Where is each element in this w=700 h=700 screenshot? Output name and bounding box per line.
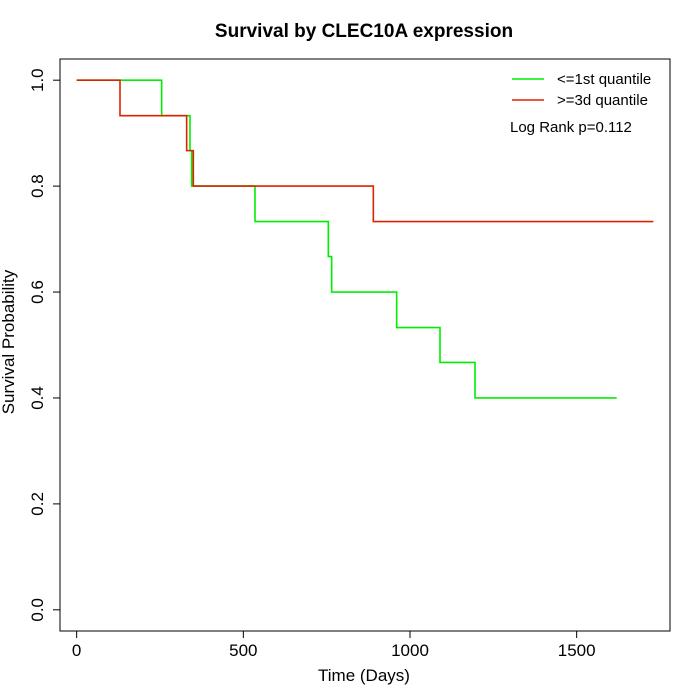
plot-frame: [59, 58, 671, 632]
x-axis-label: Time (Days): [318, 666, 410, 685]
y-tick-label: 1.0: [28, 68, 47, 92]
log-rank-annotation: Log Rank p=0.112: [510, 119, 632, 136]
y-tick-label: 0.0: [28, 598, 47, 622]
legend-label: >=3d quantile: [557, 92, 648, 109]
y-tick-label: 0.4: [28, 386, 47, 410]
series-line-2: [76, 79, 654, 223]
y-axis-label: Survival Probability: [0, 269, 18, 414]
x-tick-label: 1500: [558, 641, 596, 660]
y-tick-label: 0.8: [28, 174, 47, 198]
survival-curves: [76, 79, 654, 399]
series-line-1: [76, 79, 617, 399]
x-tick-label: 0: [72, 641, 81, 660]
legend: <=1st quantile >=3d quantile: [512, 71, 651, 109]
legend-label: <=1st quantile: [557, 71, 651, 88]
y-tick-label: 0.2: [28, 492, 47, 516]
x-tick-label: 500: [229, 641, 257, 660]
chart-title: Survival by CLEC10A expression: [215, 21, 513, 42]
x-axis: 0 500 1000 1500: [72, 631, 596, 660]
x-tick-label: 1000: [391, 641, 429, 660]
y-axis: 0.0 0.2 0.4 0.6 0.8 1.0: [28, 68, 60, 622]
y-tick-label: 0.6: [28, 280, 47, 304]
